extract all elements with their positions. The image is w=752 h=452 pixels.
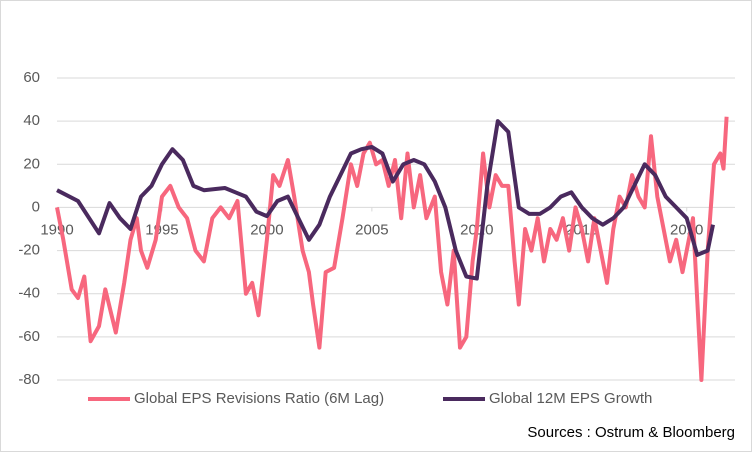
y-tick-label: -20: [18, 242, 40, 259]
y-tick-label: 60: [23, 69, 40, 86]
y-tick-label: -80: [18, 371, 40, 388]
y-tick-label: 40: [23, 112, 40, 129]
y-tick-label: -60: [18, 328, 40, 345]
footnote: Sources : Ostrum & Bloomberg: [527, 424, 735, 441]
series-line: [56, 119, 715, 281]
y-tick-label: -40: [18, 285, 40, 302]
x-tick-label: 2005: [355, 221, 388, 238]
legend-label: Global 12M EPS Growth: [489, 390, 652, 407]
x-tick-label: 1995: [145, 221, 178, 238]
x-tick-label: 1990: [40, 221, 73, 238]
y-tick-label: 0: [32, 198, 40, 215]
y-tick-label: 20: [23, 155, 40, 172]
legend-label: Global EPS Revisions Ratio (6M Lag): [134, 390, 384, 407]
